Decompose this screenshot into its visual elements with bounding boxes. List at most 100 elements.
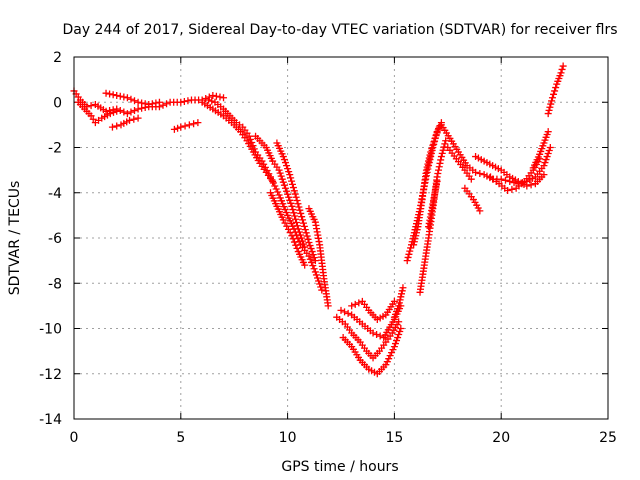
y-tick-label: 2: [53, 50, 62, 66]
data-point: [303, 232, 311, 240]
data-point: [429, 141, 437, 149]
data-point: [413, 226, 421, 234]
data-point: [438, 149, 446, 157]
data-point: [337, 306, 345, 314]
data-point: [248, 139, 256, 147]
data-point: [373, 331, 381, 339]
data-point: [116, 92, 124, 100]
data-point: [410, 238, 418, 246]
data-point: [299, 237, 307, 245]
data-point: [152, 99, 160, 107]
data-point: [306, 255, 314, 263]
data-point: [295, 203, 303, 211]
data-point: [395, 299, 403, 307]
data-point: [87, 102, 95, 110]
data-point: [284, 190, 292, 198]
data-point: [279, 153, 287, 161]
data-point: [541, 159, 549, 167]
data-point: [527, 181, 535, 189]
data-point: [269, 177, 277, 185]
data-point: [110, 108, 118, 116]
data-point: [439, 146, 447, 154]
data-point: [278, 175, 286, 183]
data-point: [155, 98, 163, 106]
data-point: [298, 213, 306, 221]
data-point: [148, 100, 156, 108]
data-point: [138, 99, 146, 107]
data-point: [318, 286, 326, 294]
data-point: [314, 274, 322, 282]
data-point: [294, 225, 302, 233]
data-point: [106, 110, 114, 118]
data-point: [126, 116, 134, 124]
data-point: [434, 170, 442, 178]
data-point: [324, 302, 332, 310]
data-point: [113, 122, 121, 130]
data-point: [467, 175, 475, 183]
data-point: [281, 184, 289, 192]
data-point: [279, 178, 287, 186]
series-arc-18: [410, 123, 443, 249]
data-point: [120, 108, 128, 116]
data-point: [212, 92, 220, 100]
data-point: [545, 147, 553, 155]
data-point: [310, 265, 318, 273]
data-point: [134, 114, 142, 122]
data-point: [403, 257, 411, 265]
data-point: [310, 254, 318, 262]
data-point: [395, 331, 403, 339]
data-point: [397, 325, 405, 332]
data-point: [410, 241, 418, 249]
data-point: [557, 69, 565, 77]
data-point: [283, 187, 291, 195]
data-point: [220, 94, 228, 102]
y-tick-label: -12: [39, 367, 62, 383]
data-point: [130, 115, 138, 123]
data-point: [131, 97, 139, 105]
data-point: [286, 196, 294, 204]
data-point: [102, 107, 110, 115]
data-point: [287, 199, 295, 207]
data-point: [305, 239, 313, 247]
data-point: [134, 105, 142, 113]
data-point: [426, 151, 434, 159]
data-point: [120, 93, 128, 101]
data-point: [305, 252, 313, 260]
data-point: [106, 90, 114, 98]
data-point: [289, 206, 297, 214]
data-point: [108, 123, 116, 131]
data-point: [504, 186, 512, 194]
data-point: [311, 257, 319, 265]
chart-title: Day 244 of 2017, Sidereal Day-to-day VTE…: [62, 22, 617, 38]
data-point: [430, 138, 438, 146]
data-point: [412, 229, 420, 237]
series-arc-16: [390, 284, 407, 321]
data-point: [558, 65, 566, 73]
data-point: [113, 107, 121, 115]
data-point: [288, 180, 296, 188]
data-point: [544, 128, 552, 136]
data-point: [245, 132, 253, 140]
data-point: [290, 187, 298, 195]
data-point: [391, 340, 399, 348]
data-point: [311, 268, 319, 276]
data-point: [297, 209, 305, 217]
data-point: [309, 251, 317, 259]
data-point: [540, 171, 548, 179]
data-point: [170, 125, 178, 133]
data-point: [284, 165, 292, 173]
data-point: [411, 235, 419, 243]
data-point: [393, 337, 401, 345]
data-point: [546, 103, 554, 111]
data-point: [216, 93, 224, 101]
data-point: [293, 244, 301, 252]
data-point: [299, 216, 307, 224]
data-point: [288, 202, 296, 210]
data-point: [435, 163, 443, 171]
data-point: [272, 185, 280, 193]
data-point: [190, 120, 198, 128]
data-point: [269, 179, 277, 187]
data-point: [280, 156, 288, 164]
data-point: [390, 297, 398, 305]
data-point: [159, 101, 167, 109]
